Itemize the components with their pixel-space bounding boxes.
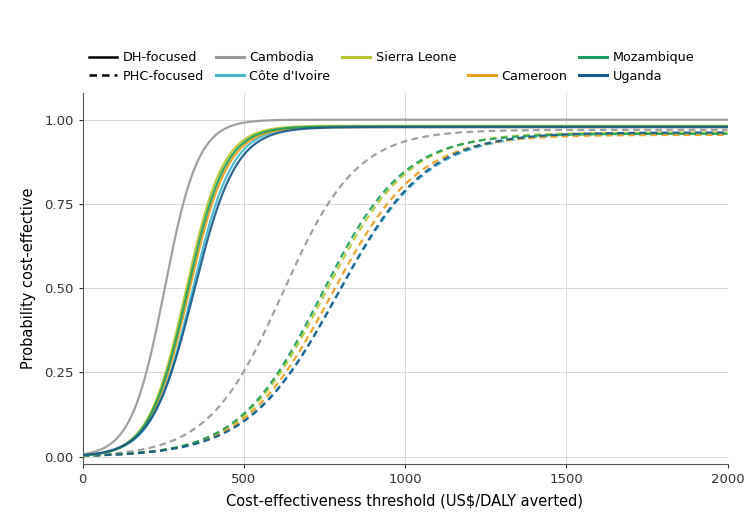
Y-axis label: Probability cost-effective: Probability cost-effective <box>21 187 36 369</box>
Legend: DH-focused, PHC-focused, Cambodia, Côte d'Ivoire, Sierra Leone, , , Cameroon, Mo: DH-focused, PHC-focused, Cambodia, Côte … <box>89 52 694 82</box>
X-axis label: Cost-effectiveness threshold (US$/DALY averted): Cost-effectiveness threshold (US$/DALY a… <box>226 494 584 509</box>
